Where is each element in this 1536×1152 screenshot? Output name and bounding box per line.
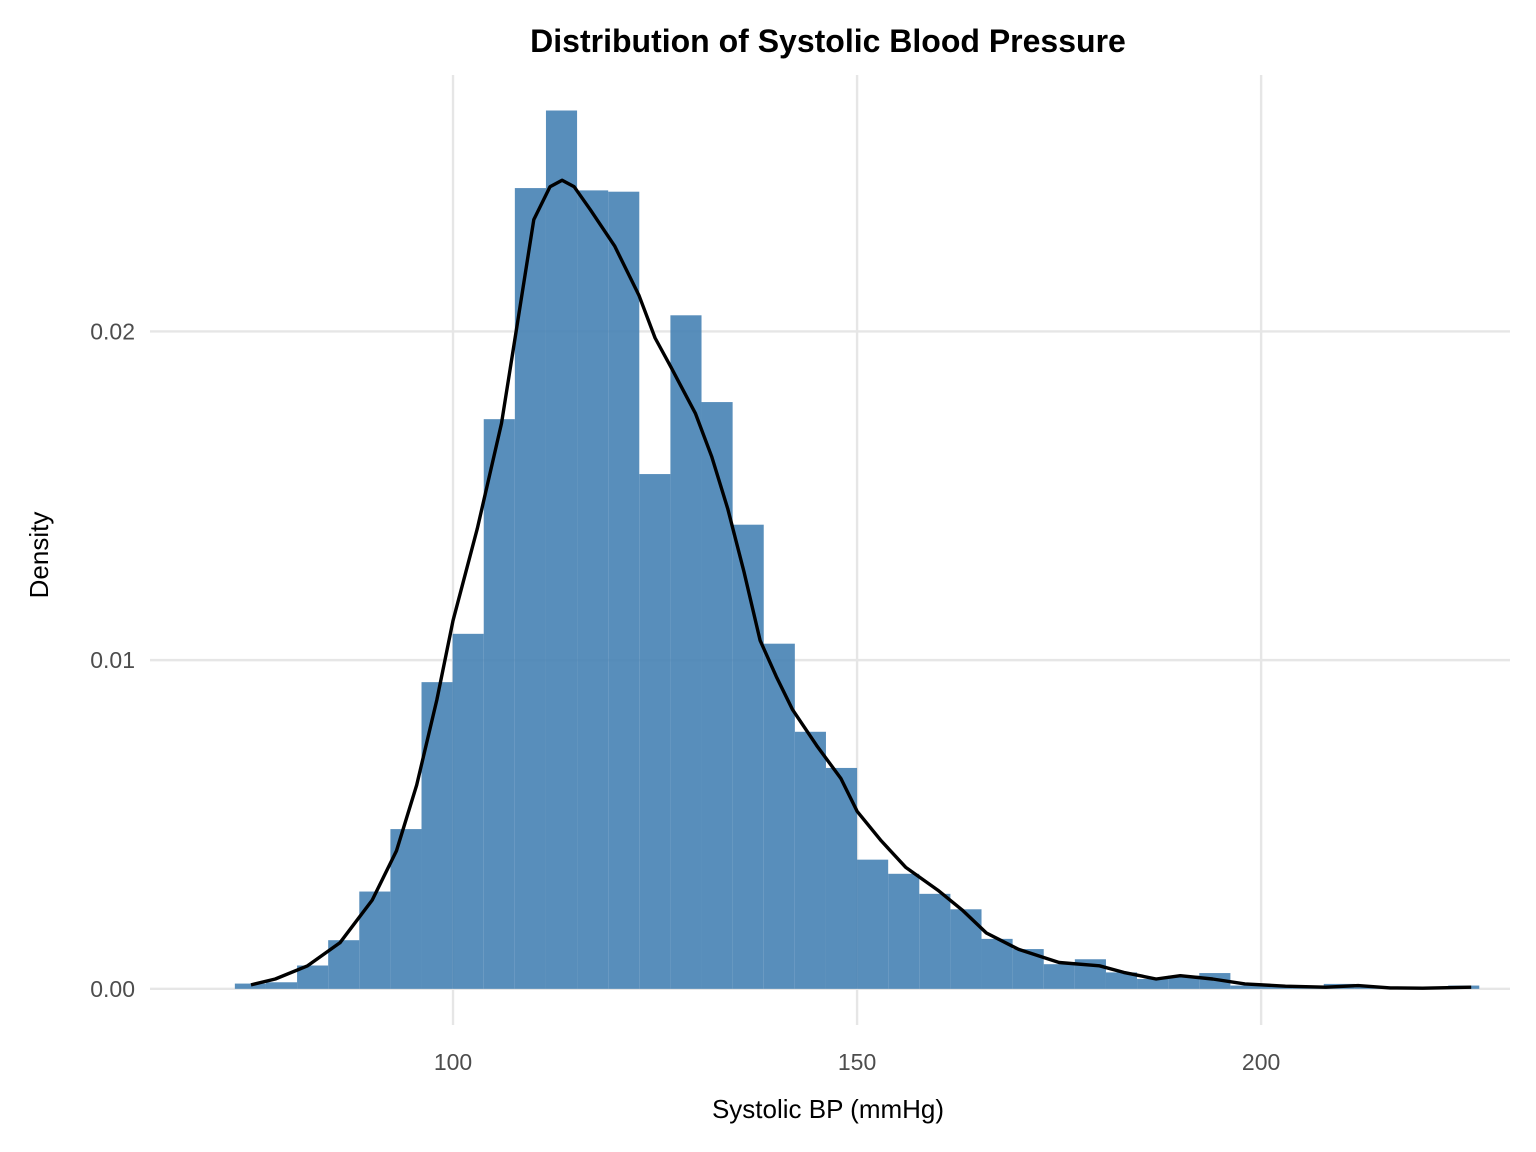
histogram-bar <box>857 859 889 989</box>
histogram-bar <box>608 191 640 989</box>
histogram-bar <box>919 893 951 989</box>
histogram-bar <box>265 982 298 989</box>
histogram-bars <box>234 110 1480 989</box>
histogram-bar <box>297 965 329 989</box>
histogram-bar <box>1105 972 1138 989</box>
histogram-bar <box>421 682 453 989</box>
histogram-bar <box>950 909 982 989</box>
histogram-bar <box>701 402 733 989</box>
histogram-bar <box>359 891 391 989</box>
histogram-bar <box>577 190 609 989</box>
y-tick-label: 0.02 <box>90 318 135 344</box>
histogram-bar <box>763 643 795 989</box>
x-axis-label: Systolic BP (mmHg) <box>712 1094 944 1124</box>
histogram-bar <box>794 731 826 989</box>
density-curve-layer <box>250 178 1472 990</box>
y-tick-label: 0.00 <box>90 976 135 1002</box>
histogram-bar <box>234 983 266 989</box>
histogram-bar <box>825 767 858 989</box>
y-tick-label: 0.01 <box>90 647 135 673</box>
x-tick-label: 100 <box>434 1049 472 1075</box>
chart-title: Distribution of Systolic Blood Pressure <box>530 23 1126 59</box>
histogram-bar <box>452 633 484 989</box>
histogram-bar <box>1043 964 1075 989</box>
histogram-bar <box>1230 985 1262 989</box>
histogram-bar <box>545 110 578 989</box>
histogram-bar <box>732 524 764 989</box>
histogram-bar <box>1137 978 1169 989</box>
y-axis-label: Density <box>24 512 54 599</box>
histogram-bar <box>514 188 546 989</box>
density-curve <box>250 178 1472 990</box>
histogram-bar <box>888 873 920 989</box>
histogram-bar <box>639 474 671 989</box>
x-tick-label: 150 <box>838 1049 876 1075</box>
histogram-bar <box>1168 975 1200 989</box>
histogram-bar <box>670 315 702 989</box>
x-tick-label: 200 <box>1242 1049 1280 1075</box>
tick-labels: 100 150 200 0.00 0.01 0.02 <box>90 318 1280 1075</box>
histogram-bar <box>981 938 1013 989</box>
histogram-bar <box>483 419 515 989</box>
